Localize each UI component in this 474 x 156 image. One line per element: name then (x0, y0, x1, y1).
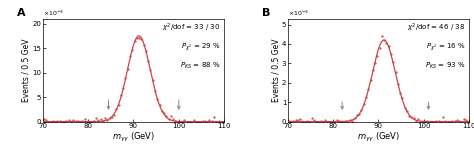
Text: $P_{KS}$ = 93 %: $P_{KS}$ = 93 % (425, 61, 465, 71)
Y-axis label: Events / 0.5 GeV: Events / 0.5 GeV (22, 38, 31, 102)
X-axis label: $m_{\gamma\gamma}$ (GeV): $m_{\gamma\gamma}$ (GeV) (112, 130, 155, 144)
Y-axis label: Events / 0.5 GeV: Events / 0.5 GeV (272, 38, 281, 102)
X-axis label: $m_{\gamma\gamma}$ (GeV): $m_{\gamma\gamma}$ (GeV) (357, 130, 400, 144)
Text: $P_{\chi^2}$ = 16 %: $P_{\chi^2}$ = 16 % (426, 41, 465, 53)
Text: $P_{KS}$ = 88 %: $P_{KS}$ = 88 % (180, 61, 220, 71)
Text: A: A (17, 8, 26, 18)
Text: B: B (262, 8, 271, 18)
Text: $\times10^{-3}$: $\times10^{-3}$ (288, 8, 309, 18)
Text: $\chi^2$/dof = 46 / 38: $\chi^2$/dof = 46 / 38 (408, 22, 465, 34)
Text: $\chi^2$/dof = 33 / 30: $\chi^2$/dof = 33 / 30 (163, 22, 220, 34)
Text: $P_{\chi^2}$ = 29 %: $P_{\chi^2}$ = 29 % (181, 41, 220, 53)
Text: $\times10^{-3}$: $\times10^{-3}$ (43, 8, 64, 18)
